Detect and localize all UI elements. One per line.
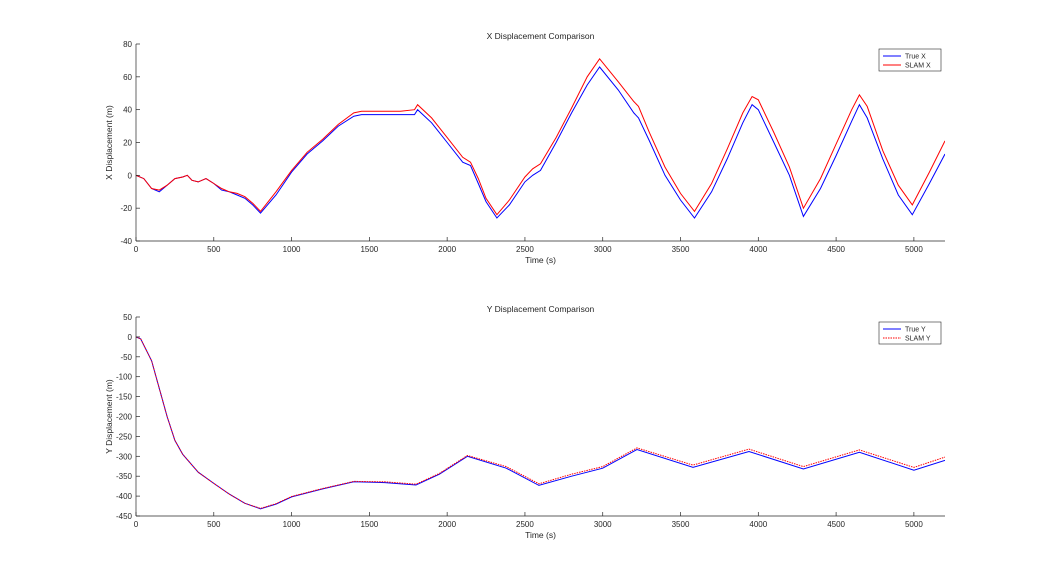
series-line-slam — [136, 57, 945, 216]
y-tick-label: -20 — [120, 204, 132, 213]
x-tick-label: 1000 — [283, 245, 301, 254]
legend: True Y SLAM Y — [878, 321, 942, 345]
x-tick-label: 4000 — [749, 520, 767, 529]
x-tick-label: 3000 — [594, 520, 612, 529]
legend-label: True X — [905, 54, 926, 61]
x-tick-label: 3500 — [672, 520, 690, 529]
series-line-slam — [136, 336, 945, 509]
x-tick-label: 500 — [207, 520, 221, 529]
y-tick-label: -150 — [116, 393, 133, 402]
chart-title: X Displacement Comparison — [487, 31, 595, 41]
x-tick-label: 500 — [207, 245, 221, 254]
x-tick-label: 4500 — [827, 520, 845, 529]
plot-area — [136, 317, 945, 516]
x-tick-label: 3000 — [594, 245, 612, 254]
x-tick-label: 1500 — [360, 520, 378, 529]
legend-label: SLAM Y — [905, 336, 931, 343]
x-tick-label: 1000 — [283, 520, 301, 529]
y-tick-label: 60 — [123, 73, 132, 82]
x-tick-label: 5000 — [905, 520, 923, 529]
x-axis-label: Time (s) — [525, 255, 556, 265]
y-tick-label: -200 — [116, 413, 133, 422]
legend-label: True Y — [905, 327, 926, 334]
y-tick-label: 50 — [123, 313, 132, 322]
x-tick-label: 4000 — [749, 245, 767, 254]
y-displacement-chart: 0 500 1000 1500 2000 2500 3000 3500 4000 4500 5000… — [104, 304, 945, 540]
x-tick-label: 1500 — [360, 245, 378, 254]
y-tick-label: -350 — [116, 472, 133, 481]
y-tick-label: 0 — [128, 333, 133, 342]
chart-title: Y Displacement Comparison — [487, 304, 595, 314]
y-axis-label: X Displacement (m) — [104, 105, 114, 180]
x-tick-label: 0 — [134, 245, 139, 254]
y-tick-label: 80 — [123, 40, 132, 49]
y-tick-label: 40 — [123, 106, 132, 115]
x-tick-label: 3500 — [672, 245, 690, 254]
x-tick-label: 4500 — [827, 245, 845, 254]
legend-label: SLAM X — [905, 63, 931, 70]
x-tick-label: 5000 — [905, 245, 923, 254]
y-tick-label: 20 — [123, 139, 132, 148]
x-tick-label: 2500 — [516, 520, 534, 529]
plot-area — [136, 44, 945, 241]
y-tick-label: -450 — [116, 512, 133, 521]
y-axis-label: Y Displacement (m) — [104, 379, 114, 454]
x-tick-label: 2000 — [438, 520, 456, 529]
y-tick-label: -100 — [116, 373, 133, 382]
y-tick-label: -300 — [116, 452, 133, 461]
x-displacement-chart: 0 500 1000 1500 2000 2500 3000 3500 4000 4500 5000… — [104, 31, 945, 265]
x-axis-label: Time (s) — [525, 530, 556, 540]
x-tick-label: 0 — [134, 520, 139, 529]
y-tick-label: 0 — [128, 171, 133, 180]
y-tick-label: -50 — [120, 353, 132, 362]
x-tick-label: 2500 — [516, 245, 534, 254]
series-line-true — [136, 66, 945, 219]
y-tick-label: -40 — [120, 237, 132, 246]
x-tick-label: 2000 — [438, 245, 456, 254]
legend: True X SLAM X — [878, 48, 942, 72]
y-tick-label: -250 — [116, 432, 133, 441]
y-tick-label: -400 — [116, 492, 133, 501]
